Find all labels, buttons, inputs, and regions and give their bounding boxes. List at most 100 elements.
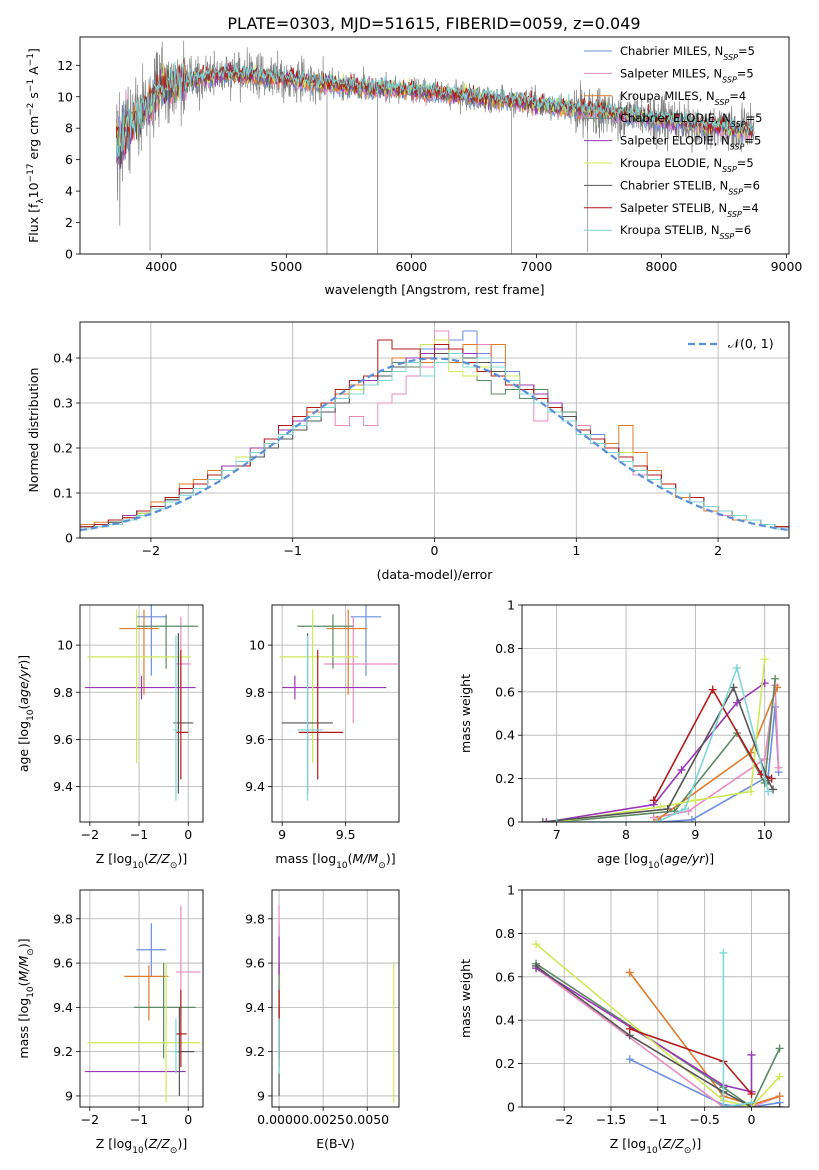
label-part: ⊙ [26,948,36,956]
label-part: ⊙ [170,861,178,871]
label-part: Kroupa MILES, N [620,89,715,103]
y-tick-label: 10 [57,89,73,104]
y-tick-label: 4 [65,184,73,199]
label-part: SSP [723,53,738,62]
x-tick-label: 0.0000 [257,1112,301,1127]
y-tick-label: 0 [65,531,73,546]
x-tick-label: 0 [184,1112,192,1127]
weight-marker [719,948,728,957]
label-part: Z/Z [662,1136,685,1151]
x-tick-label: 0 [748,1112,756,1127]
panel-residuals: −2 −1 0 1 2 0 0.1 0.2 0.3 0.4 𝒩(0, 1) (data-model)/… [26,321,790,582]
errorbar-point-3 [136,614,199,669]
y-tick-label: 0.4 [495,1013,515,1028]
weight-marker [732,663,741,672]
panel-mass_vs_Z: −2 −1 099.29.49.69.8Z [log10(Z/Z⊙)]mass [l… [16,889,204,1156]
weight-marker [775,1072,784,1081]
label-part: 10 [336,861,348,871]
y-tick-label: 0.6 [495,969,515,984]
label-part: A [26,66,41,79]
axes-frame [271,889,400,1108]
label-part: Z/Z [148,1136,171,1151]
label-part: Z [log [96,851,132,866]
x-axis-label: mass [log10(M/M⊙)] [275,851,395,871]
label-part: SSP [731,120,746,129]
label-part: =6 [734,223,751,237]
y-axis-label: mass weight [458,959,473,1038]
legend-label: Kroupa STELIB, NSSP=6 [620,223,751,241]
weight-line-0 [629,1058,780,1107]
legend-label-normal: 𝒩(0, 1) [728,336,774,351]
weight-marker [774,763,783,772]
y-tick-label: 1 [507,883,515,898]
weight-marker [767,774,776,783]
label-part: 10 [648,861,660,871]
errorbar-point-0 [350,605,382,676]
label-part: ] [26,48,41,53]
x-tick-label: 6000 [395,259,427,274]
y-tick-label: 9.2 [245,1044,265,1059]
x-tick-label: 0 [431,543,439,558]
label-part: s [26,92,41,103]
weight-marker [677,765,686,774]
y-tick-label: 9.6 [245,732,265,747]
label-part: )] [177,851,187,866]
errorbar-point-7 [298,649,344,780]
x-tick-label: 9 [278,827,286,842]
label-part: =5 [746,111,763,125]
errorbar-point-2 [119,609,159,695]
x-axis-label: Z [log10(Z/Z⊙)] [96,1136,187,1156]
y-tick-label: 0.2 [495,1056,515,1071]
errorbar-point-2 [124,965,169,1021]
errorbar-point-7 [175,649,189,780]
axes-frame [521,604,790,823]
x-tick-label: 1 [572,543,580,558]
weight-marker [775,1092,784,1101]
x-tick-label: 9.5 [336,827,356,842]
panel-spectrum: 4000 5000 6000 7000 8000 9000 0 2 4 6 8 10 12 Chabrie… [26,36,802,297]
label-part: SSP [722,75,737,84]
y-tick-label: 9.4 [245,1000,265,1015]
x-axis-label: E(B-V) [316,1136,355,1151]
label-part: )] [177,1136,187,1151]
weight-marker [775,1044,784,1053]
label-part: 10 [646,1146,658,1156]
label-part: age [log [597,851,648,866]
axes-frame [271,604,400,823]
x-tick-label: 7 [553,827,561,842]
weight-marker [538,818,547,822]
weight-marker [771,674,780,683]
panel-mass_vs_EBV: 0.0000 0.0025 0.0050 9 9.2 9.4 9.6 9.8 E(B-V) [245,889,400,1151]
label-part: SSP [722,165,737,174]
weight-marker [769,785,778,794]
y-tick-label: 10 [249,638,265,653]
label-part: )] [16,938,31,948]
x-tick-label: 10 [757,827,773,842]
x-tick-label: −1.5 [596,1112,626,1127]
y-tick-label: 6 [65,152,73,167]
label-part: Flux [f [26,203,41,243]
label-part: =6 [743,178,760,192]
label-part: =4 [729,89,746,103]
weight-line-6 [542,685,774,822]
errorbar-point-3 [134,963,196,1059]
y-tick-label: 9.8 [245,911,265,926]
y-tick-label: 0.2 [53,441,73,456]
x-tick-label: −2 [81,1112,99,1127]
weight-marker [746,787,755,796]
y-tick-label: 9.6 [53,956,73,971]
weight-line-8 [556,665,769,822]
label-part: age [log [16,721,31,772]
weight-marker [542,818,551,822]
y-tick-label: 9.4 [245,779,265,794]
label-part: erg cm [26,116,41,164]
legend-label: Salpeter ELODIE, NSSP=5 [620,134,761,152]
weight-marker [747,1089,756,1098]
weight-marker [764,787,773,796]
errorbar-point-4 [84,675,196,700]
legend-label: Chabrier STELIB, NSSP=6 [620,178,760,196]
label-part: SSP [728,187,743,196]
